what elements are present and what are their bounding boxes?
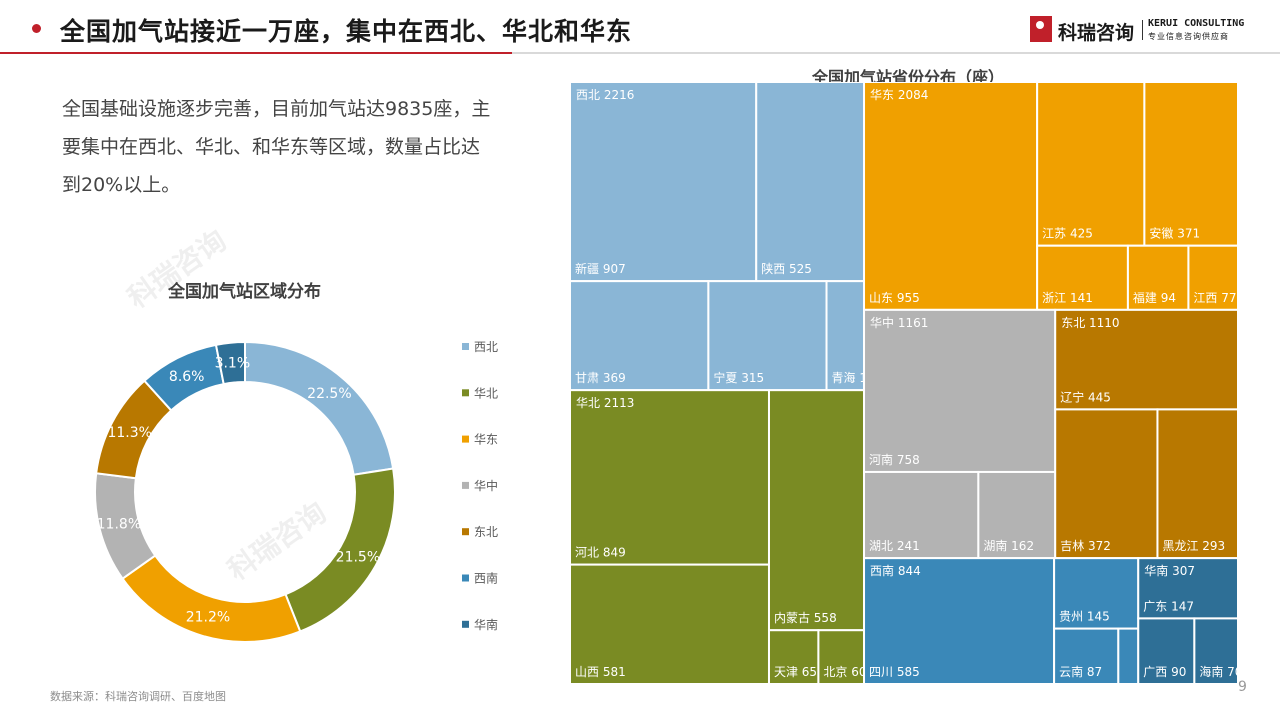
legend-label: 华北 [474, 386, 498, 400]
treemap-cell-label: 河北 849 [575, 546, 626, 560]
treemap-cell [863, 82, 1039, 311]
donut-slice [244, 340, 395, 476]
treemap-cell [1053, 627, 1120, 684]
legend-label: 东北 [474, 525, 498, 539]
title-bullet [32, 24, 41, 33]
treemap-cell-label: 江苏 425 [1042, 227, 1093, 241]
legend-swatch [462, 389, 469, 397]
treemap-cell [1053, 557, 1140, 630]
treemap-cell [1054, 308, 1238, 411]
treemap-region-label: 东北 1110 [1061, 316, 1119, 330]
logo-text: 科瑞咨询 [1058, 22, 1135, 44]
donut-slice [121, 554, 302, 643]
treemap-cell-label: 云南 87 [1059, 664, 1102, 679]
treemap-cell-label: 山东 955 [869, 291, 920, 305]
treemap-cell [570, 280, 710, 392]
treemap-cell-label: 贵州 145 [1059, 610, 1110, 624]
logo-divider [1142, 20, 1143, 40]
legend-label: 华东 [474, 433, 498, 447]
treemap-region-label: 西北 2216 [576, 88, 634, 102]
treemap-cell-label: 安徽 371 [1149, 226, 1200, 241]
logo-subtitle: 专业信息咨询供应商 [1148, 32, 1229, 41]
donut-chart: 22.5% 21.5% 21.2% 11.8% 11.3% 8.6% 3.1% 西北华北华东华… [94, 340, 498, 643]
header: 全国加气站接近一万座，集中在西北、华北和华东 科瑞咨询 KERUI CONSUL… [0, 0, 1280, 56]
treemap-cell-label: 甘肃 369 [575, 371, 626, 385]
treemap-cell-label: 山西 581 [575, 665, 626, 679]
donut-slice [214, 340, 246, 386]
treemap-cell [755, 82, 866, 283]
slice-label: 21.2% [186, 610, 230, 626]
treemap-cell-label: 新疆 907 [575, 261, 626, 276]
legend-label: 西南 [474, 571, 498, 586]
treemap-cell [825, 280, 866, 392]
page-title: 全国加气站接近一万座，集中在西北、华北和华东 [60, 17, 633, 46]
page-number: 9 [1238, 679, 1247, 695]
treemap-cell-label: 辽宁 445 [1060, 389, 1111, 404]
treemap-cell [1156, 408, 1238, 560]
treemap-cell-label: 陕西 525 [761, 261, 812, 276]
slice-label: 11.8% [97, 517, 141, 533]
treemap-region-label: 西南 844 [870, 563, 921, 578]
treemap-cell-label: 海南 70 [1199, 664, 1238, 679]
treemap-cell-label: 江西 77 [1193, 291, 1236, 305]
treemap-cell [863, 557, 1056, 684]
treemap-cell [570, 389, 770, 566]
treemap-cell [977, 470, 1057, 560]
header-divider [0, 52, 1280, 54]
legend-label: 华南 [474, 617, 498, 632]
legend-label: 西北 [474, 340, 498, 354]
slice-label: 8.6% [169, 369, 205, 385]
treemap-cell [570, 82, 758, 283]
donut-chart-title: 全国加气站区域分布 [168, 282, 321, 302]
treemap-region-label: 华中 1161 [870, 315, 928, 330]
treemap-cell [1126, 244, 1190, 311]
treemap-cell [1117, 627, 1140, 684]
treemap-cell-label: 宁夏 315 [713, 370, 764, 385]
treemap-cell-label: 广东 147 [1143, 599, 1194, 613]
treemap-cell [1054, 408, 1159, 560]
legend-swatch [462, 343, 469, 350]
treemap-cell [1036, 82, 1146, 247]
legend-swatch [462, 435, 469, 443]
treemap-cell [1137, 557, 1238, 620]
treemap-cell [707, 280, 828, 392]
legend-swatch [462, 620, 469, 628]
slice-label: 11.3% [107, 425, 151, 441]
treemap-cell-label: 福建 94 [1133, 290, 1176, 305]
treemap-cell-label: 黑龙江 293 [1162, 539, 1225, 553]
treemap-region-label: 华东 2084 [870, 88, 928, 102]
treemap-cell-label: 内蒙古 558 [774, 610, 837, 625]
legend-swatch [462, 528, 469, 536]
treemap-region-label: 华南 307 [1144, 563, 1195, 578]
treemap-cell-label: 湖北 241 [869, 538, 920, 553]
legend-swatch [462, 481, 469, 489]
treemap-cell-label: 四川 585 [869, 665, 920, 679]
treemap-cell-label: 吉林 372 [1060, 539, 1111, 553]
slice-label: 3.1% [215, 356, 251, 372]
legend-label: 华中 [474, 478, 498, 493]
source-note: 数据来源：科瑞咨询调研、百度地图 [50, 690, 226, 703]
legend-swatch [462, 574, 469, 582]
treemap-cell [1193, 617, 1238, 684]
logo-english: KERUI CONSULTING [1148, 18, 1245, 29]
treemap-cell-label: 天津 65 [774, 665, 817, 679]
treemap-cell-label: 河南 758 [869, 452, 920, 467]
treemap-cell [1143, 82, 1238, 247]
treemap-cell [863, 308, 1057, 473]
description-text: 全国基础设施逐步完善，目前加气站达9835座，主要集中在西北、华北、和华东等区域… [62, 98, 491, 196]
treemap-cell-label: 浙江 141 [1042, 291, 1093, 305]
slice-label: 21.5% [336, 549, 380, 565]
treemap-cell-label: 广西 90 [1143, 665, 1186, 679]
treemap-cell [767, 389, 866, 632]
treemap-region-label: 华北 2113 [576, 396, 634, 410]
treemap-cell-label: 湖南 162 [983, 538, 1034, 553]
slice-label: 22.5% [307, 386, 351, 402]
logo-mark-icon [1030, 16, 1052, 42]
treemap-cell-label: 北京 60 [823, 665, 866, 679]
